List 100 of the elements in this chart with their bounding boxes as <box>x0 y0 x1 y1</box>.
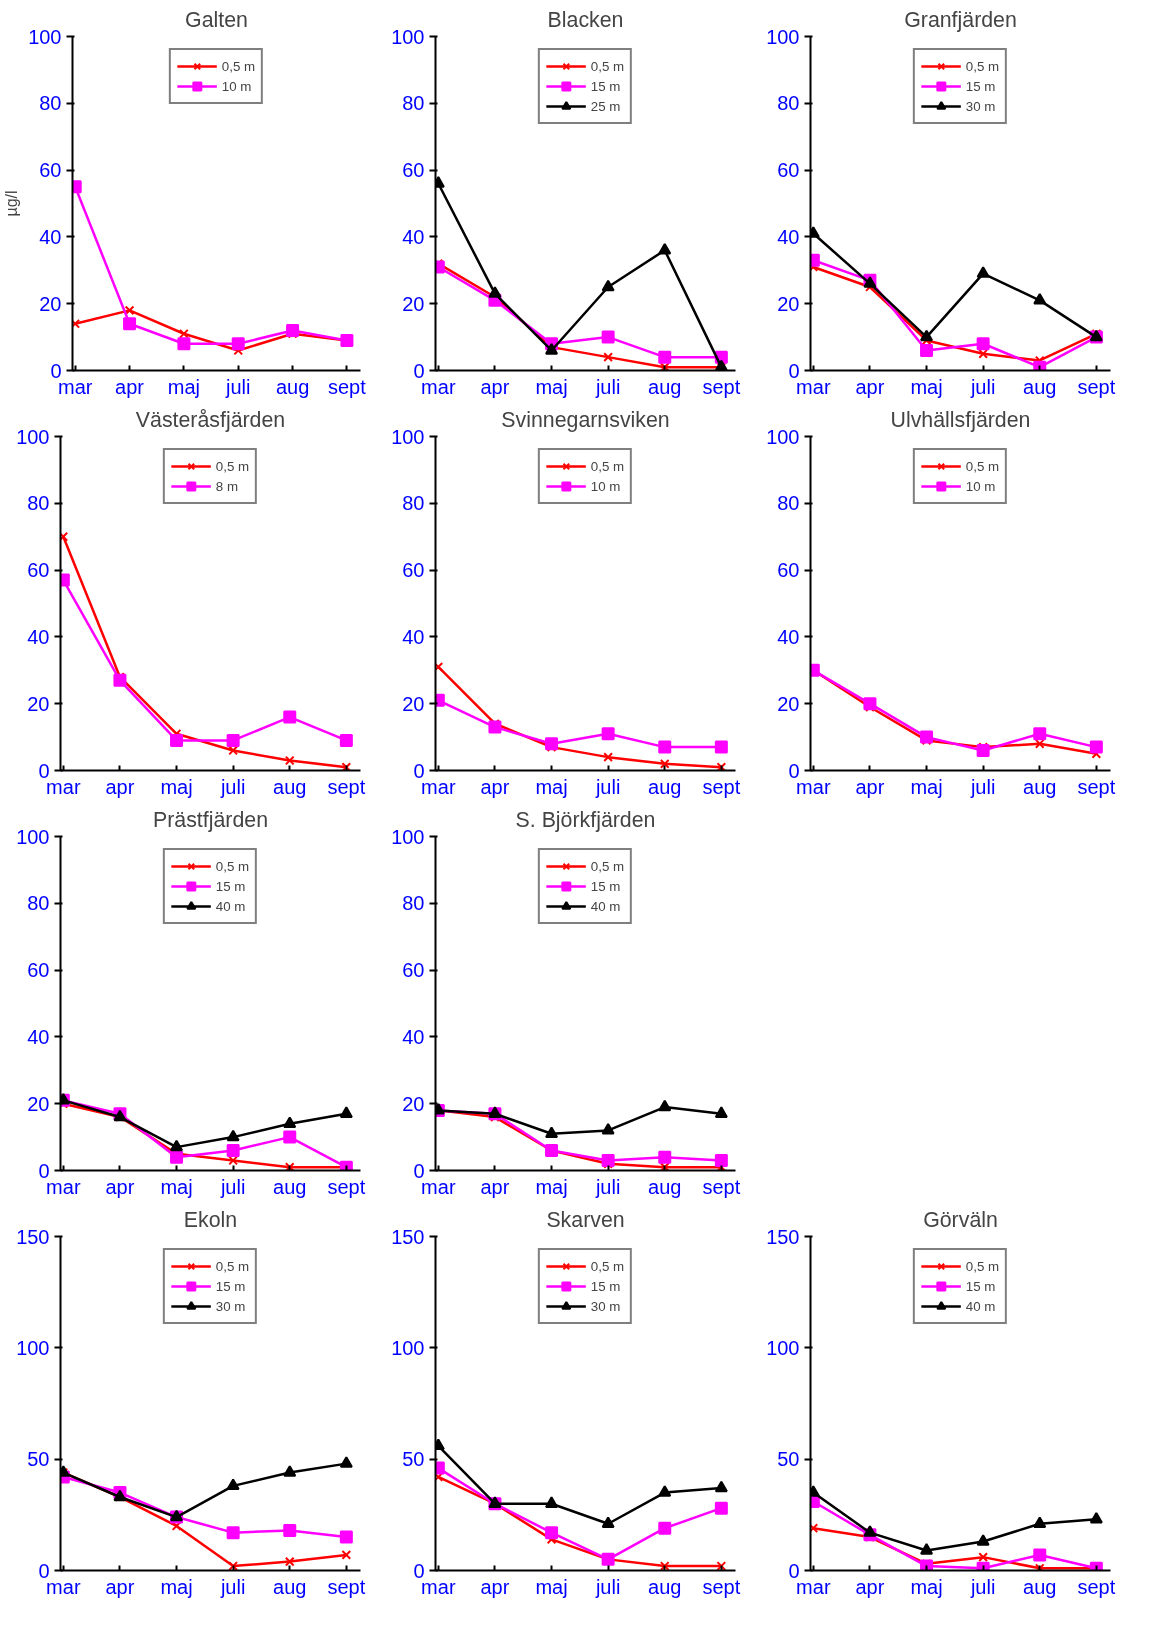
x-tick-label: maj <box>535 375 568 398</box>
x-tick-label: maj <box>160 1175 193 1198</box>
x-tick-label: apr <box>105 775 135 798</box>
y-tick-label: 100 <box>766 425 800 448</box>
x-tick-label: apr <box>855 375 885 398</box>
x-tick-label: juli <box>225 375 251 398</box>
x-tick-label: juli <box>219 775 246 798</box>
x-tick-label: apr <box>480 1575 510 1598</box>
x-tick-label: aug <box>648 1175 682 1198</box>
y-tick-label: 100 <box>16 1336 50 1359</box>
chart-title: S. Björkfjärden <box>515 807 656 832</box>
chart-title: Skarven <box>546 1207 625 1232</box>
y-tick-label: 80 <box>27 892 50 915</box>
y-tick-label: 0 <box>413 1559 425 1582</box>
y-tick-label: 80 <box>777 492 800 515</box>
legend-label: 0,5 m <box>221 58 256 74</box>
x-tick-label: aug <box>1023 775 1057 798</box>
chart-title: Ulvhällsfjärden <box>890 407 1031 432</box>
legend-label: 15 m <box>590 78 621 94</box>
legend-label: 0,5 m <box>590 458 625 474</box>
x-tick-label: juli <box>969 1575 996 1598</box>
y-tick-label: 40 <box>402 625 425 648</box>
legend-label: 0,5 m <box>590 1258 625 1274</box>
chart-title: Ekoln <box>183 1207 238 1232</box>
y-tick-label: 100 <box>766 25 800 48</box>
legend-label: 10 m <box>590 478 621 494</box>
legend-label: 15 m <box>965 1278 996 1294</box>
legend-label: 0,5 m <box>590 858 625 874</box>
legend-label: 15 m <box>590 1278 621 1294</box>
x-tick-label: sept <box>1077 775 1116 798</box>
x-tick-label: sept <box>702 775 741 798</box>
y-tick-label: 0 <box>38 759 50 782</box>
legend-label: 15 m <box>215 878 246 894</box>
x-tick-label: juli <box>219 1575 246 1598</box>
y-tick-label: 100 <box>391 425 425 448</box>
legend-label: 0,5 m <box>215 858 250 874</box>
y-tick-label: 60 <box>777 559 800 582</box>
legend-label: 40 m <box>965 1298 996 1314</box>
x-tick-label: maj <box>535 1575 568 1598</box>
x-tick-label: apr <box>480 1175 510 1198</box>
y-tick-label: 150 <box>766 1225 800 1248</box>
legend-label: 15 m <box>590 878 621 894</box>
y-tick-label: 0 <box>38 1159 50 1182</box>
y-tick-label: 60 <box>27 959 50 982</box>
x-tick-label: aug <box>273 1575 307 1598</box>
y-tick-label: 50 <box>777 1448 800 1471</box>
y-tick-label: 100 <box>391 825 425 848</box>
y-tick-label: 0 <box>413 359 425 382</box>
y-tick-label: 0 <box>413 759 425 782</box>
y-tick-label: 60 <box>777 159 800 182</box>
y-tick-label: 0 <box>413 1159 425 1182</box>
y-axis-title: µg/l <box>3 190 21 217</box>
x-tick-label: aug <box>1023 375 1057 398</box>
y-tick-label: 50 <box>402 1448 425 1471</box>
x-tick-label: juli <box>594 775 621 798</box>
x-tick-label: juli <box>219 1175 246 1198</box>
legend-label: 30 m <box>215 1298 246 1314</box>
legend-label: 10 m <box>965 478 996 494</box>
y-tick-label: 60 <box>27 559 50 582</box>
y-tick-label: 20 <box>27 692 50 715</box>
chart-title: Blacken <box>547 7 624 32</box>
y-tick-label: 20 <box>402 692 425 715</box>
legend-label: 0,5 m <box>965 458 1000 474</box>
legend-label: 30 m <box>965 98 996 114</box>
y-tick-label: 40 <box>39 225 62 248</box>
y-tick-label: 80 <box>39 92 62 115</box>
x-tick-label: sept <box>327 775 366 798</box>
x-tick-label: aug <box>273 775 307 798</box>
y-tick-label: 80 <box>27 492 50 515</box>
y-tick-label: 60 <box>402 959 425 982</box>
y-tick-label: 80 <box>777 92 800 115</box>
y-tick-label: 0 <box>788 359 800 382</box>
y-tick-label: 60 <box>402 559 425 582</box>
y-tick-label: 20 <box>402 1092 425 1115</box>
chart-title: Västeråsfjärden <box>135 407 286 432</box>
x-tick-label: juli <box>594 1175 621 1198</box>
y-tick-label: 100 <box>766 1336 800 1359</box>
y-tick-label: 80 <box>402 892 425 915</box>
x-tick-label: maj <box>160 1575 193 1598</box>
legend-label: 0,5 m <box>215 458 250 474</box>
y-tick-label: 100 <box>391 25 425 48</box>
legend-label: 0,5 m <box>590 58 625 74</box>
x-tick-label: sept <box>1077 375 1116 398</box>
chart-title: Granfjärden <box>904 7 1017 32</box>
y-tick-label: 20 <box>27 1092 50 1115</box>
y-tick-label: 20 <box>777 692 800 715</box>
y-tick-label: 40 <box>777 225 800 248</box>
legend-label: 30 m <box>590 1298 621 1314</box>
legend-label: 40 m <box>215 898 246 914</box>
y-tick-label: 100 <box>16 825 50 848</box>
legend-label: 0,5 m <box>965 1258 1000 1274</box>
x-tick-label: maj <box>535 1175 568 1198</box>
y-tick-label: 150 <box>391 1225 425 1248</box>
x-tick-label: maj <box>535 775 568 798</box>
y-tick-label: 20 <box>402 292 425 315</box>
x-tick-label: apr <box>855 1575 885 1598</box>
x-tick-label: sept <box>327 1175 366 1198</box>
x-tick-label: juli <box>969 775 996 798</box>
x-tick-label: apr <box>480 375 510 398</box>
legend-label: 0,5 m <box>215 1258 250 1274</box>
